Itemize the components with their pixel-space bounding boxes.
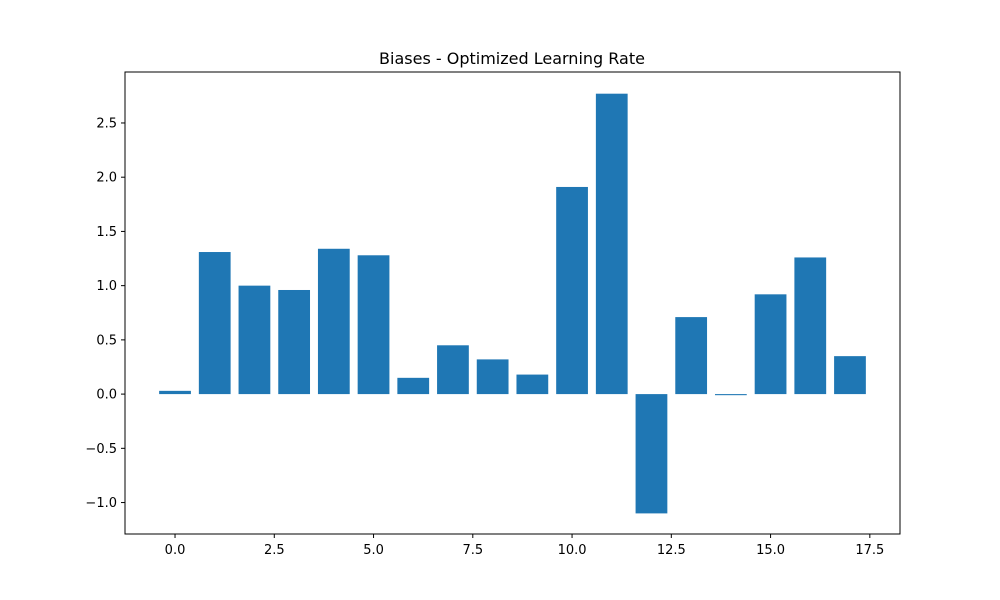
bar-2 [238,285,271,395]
y-tick-label: 2.5 [96,116,117,131]
bar-15 [754,294,787,395]
x-axis: 0.0 2.5 5.0 7.5 10.0 12.5 15.0 17.5 [165,534,884,558]
x-tick-label: 5.0 [363,543,384,558]
bar-10 [556,186,588,395]
x-tick-label: 12.5 [657,543,686,558]
x-tick-label: 17.5 [855,543,884,558]
y-axis: −1.0 −0.5 0.0 0.5 1.0 1.5 2.0 2.5 [85,116,125,511]
y-tick-label: 0.5 [96,333,117,348]
x-tick-label: 7.5 [462,543,483,558]
bar-16 [794,257,827,395]
bar-7 [437,345,469,395]
bar-8 [476,359,509,395]
bar-3 [278,289,311,395]
y-tick-label: 1.5 [96,225,117,240]
bar-9 [516,374,549,395]
bar-6 [397,377,430,395]
chart-title: Biases - Optimized Learning Rate [379,49,645,68]
bar-12 [635,394,668,514]
bar-0 [159,390,191,395]
x-tick-label: 0.0 [165,543,186,558]
bar-4 [317,248,350,395]
bar-14 [714,394,747,396]
bar-17 [834,356,866,395]
x-tick-label: 10.0 [558,543,587,558]
bar-5 [357,255,390,395]
x-tick-label: 2.5 [264,543,285,558]
bar-11 [595,93,628,395]
bar-13 [675,317,708,395]
x-tick-label: 15.0 [756,543,785,558]
y-tick-label: 0.0 [96,388,117,403]
y-tick-label: 2.0 [96,171,117,186]
y-tick-label: −1.0 [85,496,117,511]
bar-1 [198,252,231,395]
y-tick-label: −0.5 [85,442,117,457]
y-tick-label: 1.0 [96,279,117,294]
plot-frame [124,71,901,535]
bars-group [159,93,866,514]
